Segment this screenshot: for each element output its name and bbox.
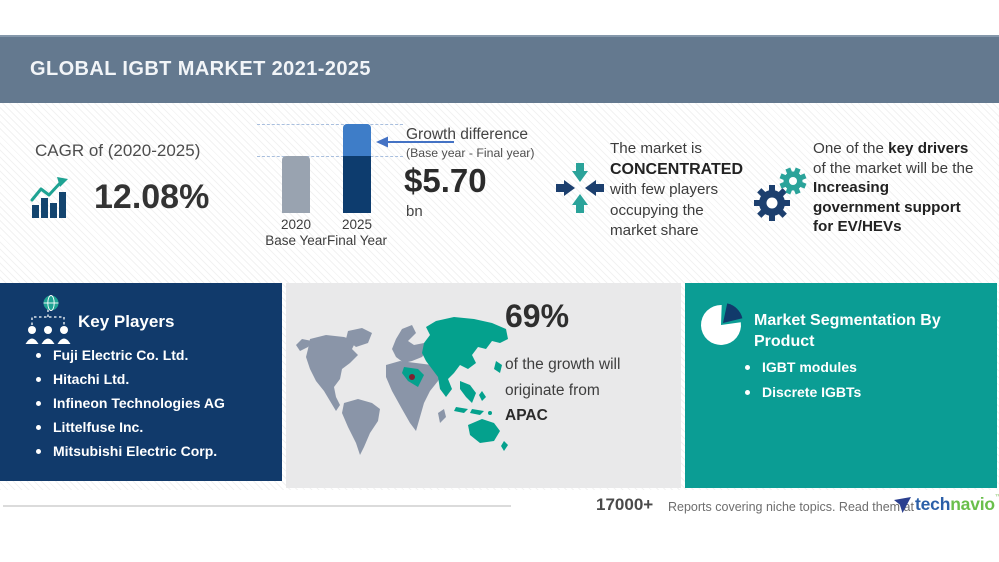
- apac-percent: 69%: [505, 298, 570, 334]
- logo-tech: tech: [915, 494, 951, 514]
- key-player-item: Hitachi Ltd.: [36, 372, 225, 387]
- key-players-list: Fuji Electric Co. Ltd. Hitachi Ltd. Infi…: [36, 348, 225, 468]
- segmentation-label: Discrete IGBTs: [762, 384, 862, 400]
- bullet-icon: [745, 365, 750, 370]
- map-marker-dot: [409, 374, 415, 380]
- page-title: GLOBAL IGBT MARKET 2021-2025: [30, 58, 371, 80]
- apac-panel: [286, 283, 681, 488]
- bar-2020-year: 2020: [280, 217, 312, 232]
- key-player-label: Mitsubishi Electric Corp.: [53, 443, 218, 459]
- bar-2025-label: Final Year: [326, 233, 388, 248]
- concentration-emphasis: CONCENTRATED: [610, 160, 744, 178]
- converging-arrows-icon: [556, 163, 604, 213]
- drivers-bold2: Increasing government support for EV/HEV…: [813, 179, 961, 235]
- growth-difference-unit: bn: [406, 203, 423, 220]
- drivers-pre: One of the: [813, 140, 889, 157]
- segmentation-title: Market Segmentation By Product: [754, 312, 941, 350]
- bullet-icon: [36, 401, 41, 406]
- footer-divider: [3, 505, 511, 507]
- bar-2020: [282, 156, 310, 213]
- bullet-icon: [36, 425, 41, 430]
- drivers-bold1: key drivers: [888, 140, 969, 157]
- concentration-post: with few players occupying the market sh…: [610, 181, 719, 239]
- world-map: [296, 317, 508, 455]
- segmentation-list: IGBT modules Discrete IGBTs: [745, 360, 861, 410]
- key-player-item: Mitsubishi Electric Corp.: [36, 444, 225, 459]
- key-player-label: Hitachi Ltd.: [53, 371, 130, 387]
- header-bar: [0, 35, 999, 103]
- growth-difference-subtitle: (Base year - Final year): [406, 146, 535, 160]
- key-drivers-text: One of the key drivers of the market wil…: [813, 139, 999, 237]
- bar-2025: [343, 124, 371, 213]
- key-player-label: Fuji Electric Co. Ltd.: [53, 347, 189, 363]
- logo-navio: navio: [950, 494, 995, 514]
- apac-growth-text: of the growth will originate from APAC: [505, 352, 665, 429]
- bullet-icon: [36, 449, 41, 454]
- concentration-pre: The market is: [610, 140, 702, 157]
- apac-emphasis: APAC: [505, 407, 548, 424]
- key-player-item: Littelfuse Inc.: [36, 420, 225, 435]
- bar-2025-growth-segment: [343, 124, 371, 156]
- pie-chart-icon: [700, 303, 743, 345]
- bullet-icon: [745, 390, 750, 395]
- market-concentration-text: The market is CONCENTRATED with few play…: [610, 139, 760, 242]
- cagr-value: 12.08%: [94, 178, 210, 216]
- key-players-title: Key Players: [78, 312, 175, 331]
- bar-chart-growth-icon: [30, 177, 68, 218]
- gears-icon: [754, 167, 807, 221]
- technavio-arrow-icon: [894, 496, 911, 513]
- footer-note: Reports covering niche topics. Read them…: [668, 500, 914, 514]
- key-player-item: Fuji Electric Co. Ltd.: [36, 348, 225, 363]
- key-player-item: Infineon Technologies AG: [36, 396, 225, 411]
- drivers-mid: of the market will be the: [813, 159, 974, 177]
- growth-difference-title: Growth difference: [406, 126, 529, 143]
- key-players-panel: [0, 283, 282, 481]
- segmentation-item: IGBT modules: [745, 360, 861, 375]
- segmentation-label: IGBT modules: [762, 359, 857, 375]
- technavio-logo[interactable]: technavio™: [894, 494, 999, 515]
- reference-dashed-line-base: [257, 156, 403, 157]
- reference-dashed-line-top: [257, 124, 403, 125]
- segmentation-item: Discrete IGBTs: [745, 385, 861, 400]
- key-player-label: Infineon Technologies AG: [53, 395, 225, 411]
- technavio-wordmark: technavio™: [915, 494, 999, 515]
- logo-trademark: ™: [994, 494, 999, 501]
- cagr-label: CAGR of (2020-2025): [35, 141, 201, 160]
- org-globe-icon: [25, 295, 71, 344]
- bar-2020-label: Base Year: [265, 233, 327, 248]
- report-count: 17000+: [596, 495, 654, 514]
- bar-2025-base-segment: [343, 156, 371, 213]
- bullet-icon: [36, 377, 41, 382]
- left-arrow-icon: [376, 136, 454, 148]
- bar-2025-year: 2025: [341, 217, 373, 232]
- apac-pre: of the growth will originate from: [505, 356, 621, 399]
- bullet-icon: [36, 353, 41, 358]
- key-player-label: Littelfuse Inc.: [53, 419, 144, 435]
- growth-difference-value: $5.70: [404, 162, 487, 199]
